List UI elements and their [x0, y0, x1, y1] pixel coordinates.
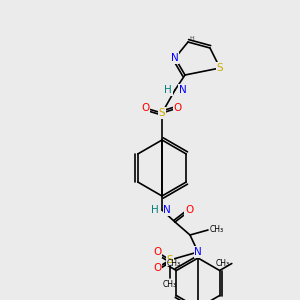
- Text: O: O: [153, 247, 161, 257]
- Text: H: H: [189, 36, 194, 41]
- Text: S: S: [217, 63, 223, 73]
- Text: O: O: [174, 103, 182, 113]
- Text: CH₃: CH₃: [166, 259, 180, 268]
- Text: CH₃: CH₃: [210, 226, 224, 235]
- Text: S: S: [167, 255, 173, 265]
- Text: S: S: [159, 108, 165, 118]
- Text: N: N: [194, 247, 202, 257]
- Text: H: H: [164, 85, 172, 95]
- Text: H: H: [151, 205, 159, 215]
- Text: O: O: [141, 103, 149, 113]
- Text: O: O: [185, 205, 193, 215]
- Text: CH₃: CH₃: [216, 259, 230, 268]
- Text: CH₃: CH₃: [163, 280, 177, 289]
- Text: N: N: [163, 205, 171, 215]
- Text: N: N: [171, 53, 179, 63]
- Text: O: O: [153, 263, 161, 273]
- Text: N: N: [179, 85, 187, 95]
